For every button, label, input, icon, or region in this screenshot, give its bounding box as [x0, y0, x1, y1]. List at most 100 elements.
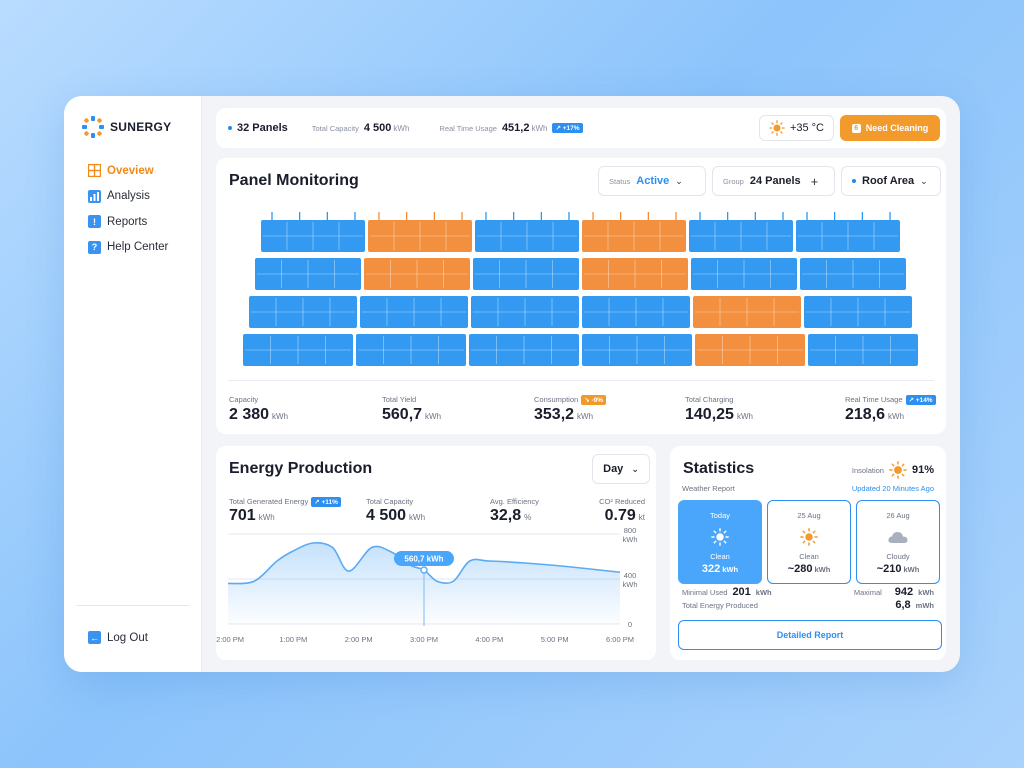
minimal-used-row: Minimal Used 201 kWh — [682, 586, 772, 598]
sidebar-item-label: Oveview — [107, 164, 154, 177]
sidebar-item-label: Reports — [107, 215, 148, 228]
day-condition: Clean — [710, 552, 730, 561]
solar-panel[interactable] — [689, 212, 793, 252]
need-cleaning-label: Need Cleaning — [865, 123, 929, 133]
consumption-badge: ↘ -9% — [581, 394, 607, 405]
total-produced-label: Total Energy Produced — [682, 601, 758, 610]
alert-icon: ! — [88, 215, 101, 229]
x-tick-label: 12:00 PM — [216, 635, 244, 644]
panel-monitoring-card: Panel Monitoring Status Active ⌄ Group 2… — [216, 158, 946, 434]
day-card-today[interactable]: Today Clean 322 kWh — [678, 500, 762, 584]
efficiency-metric: Avg. Efficiency 32,8% — [490, 496, 539, 525]
solar-panel[interactable] — [364, 258, 470, 290]
realtime-usage-unit: kWh — [531, 123, 548, 133]
metric-label: Capacity — [229, 395, 259, 404]
metric-unit: % — [524, 513, 532, 522]
solar-panel[interactable] — [582, 334, 692, 366]
day-card-26-aug[interactable]: 26 Aug Cloudy ~210 kWh — [856, 500, 940, 584]
detailed-report-button[interactable]: Detailed Report — [678, 620, 942, 650]
help-icon: ? — [88, 240, 101, 254]
group-filter[interactable]: Group 24 Panels + — [712, 166, 835, 196]
solar-panel[interactable] — [360, 296, 468, 328]
solar-panel[interactable] — [693, 296, 801, 328]
statistics-card: Statistics Insolation 91% Weather Report… — [670, 446, 946, 660]
solar-panel[interactable] — [808, 334, 918, 366]
maximal-label: Maximal — [853, 588, 882, 597]
solar-panel[interactable] — [471, 296, 579, 328]
need-cleaning-button[interactable]: 6 Need Cleaning — [840, 115, 940, 141]
status-filter[interactable]: Status Active ⌄ — [598, 166, 706, 196]
period-value: Day — [603, 463, 624, 475]
realtime-usage-metric: Real Time Usage ↗ +14% 218,6 kWh — [845, 394, 936, 424]
maximal-unit: kWh — [918, 588, 934, 597]
day-card-25-aug[interactable]: 25 Aug Clean ~280 kWh — [767, 500, 851, 584]
metric-unit: kWh — [736, 412, 753, 421]
solar-panel[interactable] — [800, 258, 906, 290]
grid-icon — [88, 164, 101, 178]
day-date: 25 Aug — [797, 511, 821, 520]
logout-button[interactable]: ← Log Out — [88, 631, 148, 644]
energy-production-card: Energy Production Day ⌄ Total Generated … — [216, 446, 656, 660]
weather-report-label: Weather Report — [682, 484, 735, 493]
minimal-used-unit: kWh — [755, 588, 772, 597]
sidebar-item-reports[interactable]: ! Reports — [88, 209, 168, 235]
metric-value: 32,8 — [490, 507, 522, 524]
co2-metric: CO² Reduced 0.79 kt — [596, 496, 645, 525]
area-dot — [852, 179, 856, 183]
chevron-down-icon: ⌄ — [631, 463, 639, 474]
solar-panel[interactable] — [691, 258, 797, 290]
cloud-icon — [888, 532, 908, 543]
solar-panel[interactable] — [804, 296, 912, 328]
sidebar: SUNERGY Oveview Analysis ! Reports ? — [64, 96, 202, 672]
solar-panel[interactable] — [356, 334, 466, 366]
x-tick-label: 1:00 PM — [279, 635, 307, 644]
metric-unit: kWh — [888, 412, 905, 421]
total-produced-unit: mWh — [915, 601, 934, 610]
day-value: ~280 — [787, 563, 813, 575]
solar-panel[interactable] — [695, 334, 805, 366]
solar-panel[interactable] — [255, 258, 361, 290]
solar-panel[interactable] — [475, 212, 579, 252]
temperature-chip[interactable]: +35 °C — [758, 115, 834, 141]
logo[interactable]: SUNERGY — [82, 116, 171, 138]
minimal-used-label: Minimal Used — [682, 588, 728, 597]
solar-panel[interactable] — [368, 212, 472, 252]
metric-value: 218,6 — [845, 406, 886, 423]
day-unit: kWh — [903, 565, 920, 574]
metric-value: 2 380 — [229, 406, 270, 423]
insolation: Insolation 91% — [852, 461, 934, 479]
solar-panel[interactable] — [582, 258, 688, 290]
period-select[interactable]: Day ⌄ — [592, 454, 650, 484]
chart-icon — [88, 189, 101, 203]
solar-panel[interactable] — [261, 212, 365, 252]
solar-panel[interactable] — [243, 334, 353, 366]
solar-panel[interactable] — [582, 212, 686, 252]
solar-panel[interactable] — [249, 296, 357, 328]
solar-panel-grid[interactable] — [236, 206, 926, 366]
solar-panel[interactable] — [473, 258, 579, 290]
energy-production-title: Energy Production — [229, 460, 373, 477]
realtime-usage-value: 451,2 — [501, 122, 530, 134]
sidebar-item-help-center[interactable]: ? Help Center — [88, 235, 168, 261]
realtime-badge: ↗ +14% — [905, 394, 936, 405]
sun-icon — [889, 461, 907, 479]
solar-panel[interactable] — [469, 334, 579, 366]
solar-panel[interactable] — [582, 296, 690, 328]
group-filter-label: Group — [723, 176, 744, 186]
solar-panel[interactable] — [796, 212, 900, 252]
metric-label: Avg. Efficiency — [490, 497, 539, 506]
panel-monitoring-title: Panel Monitoring — [229, 172, 359, 189]
metric-label: Consumption — [534, 395, 579, 404]
metric-label: Total Yield — [382, 395, 417, 404]
area-filter[interactable]: Roof Area ⌄ — [841, 166, 941, 196]
top-bar: 32 Panels Total Capacity 4 500 kWh Real … — [216, 108, 946, 148]
metric-value: 353,2 — [534, 406, 575, 423]
updated-label: Updated 20 Minutes Ago — [851, 484, 934, 493]
x-tick-label: 3:00 PM — [410, 635, 438, 644]
sidebar-item-analysis[interactable]: Analysis — [88, 184, 168, 210]
sun-icon — [800, 528, 818, 546]
sidebar-item-label: Analysis — [107, 190, 150, 203]
x-tick-label: 4:00 PM — [475, 635, 503, 644]
sidebar-item-overview[interactable]: Oveview — [88, 158, 168, 184]
